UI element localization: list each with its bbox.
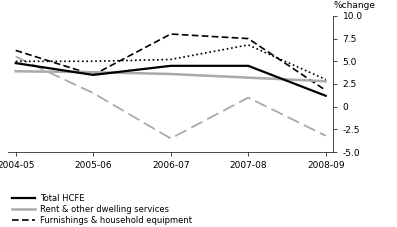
Legend: Total HCFE, Rent & other dwelling services, Furnishings & household equipment, T: Total HCFE, Rent & other dwelling servic… <box>12 194 192 227</box>
Text: %change: %change <box>334 1 376 10</box>
